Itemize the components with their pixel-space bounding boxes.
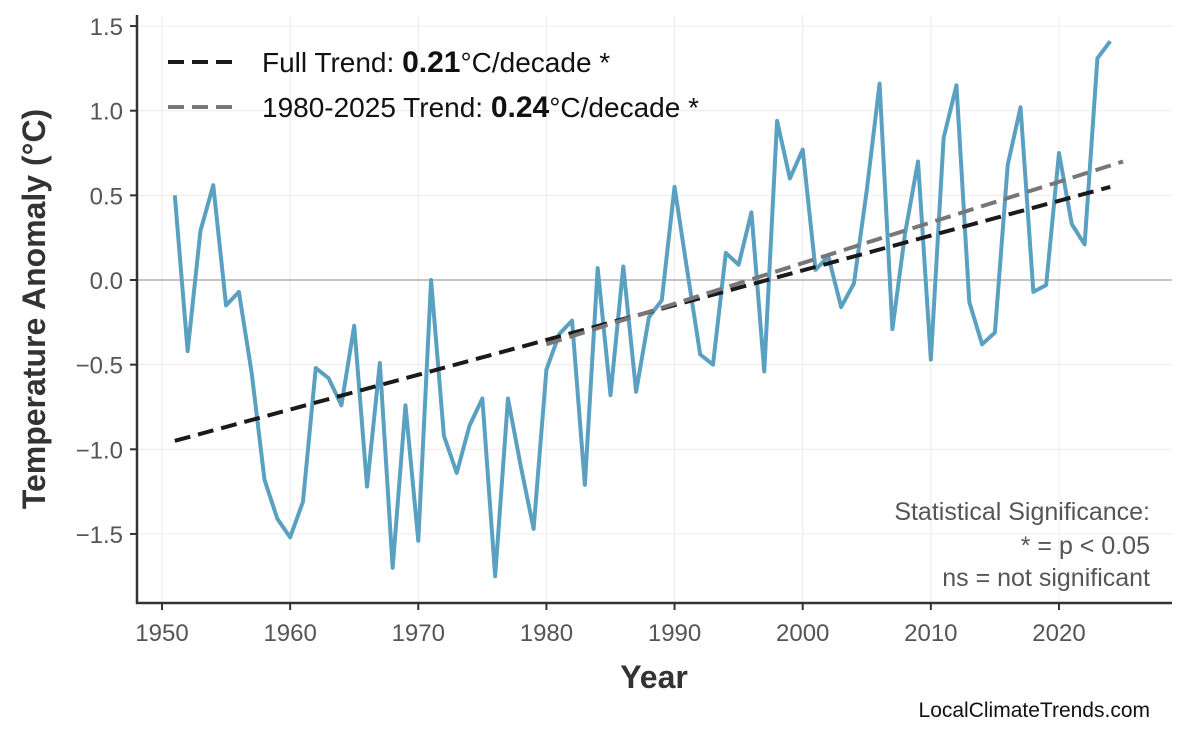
anomaly-line [172, 40, 1112, 579]
legend-label: 1980-2025 Trend: 0.24°C/decade * [262, 91, 699, 124]
y-axis-label: Temperature Anomaly (°C) [16, 109, 52, 509]
legend-label: Full Trend: 0.21°C/decade * [262, 46, 610, 79]
legend-label-suffix: °C/decade * [460, 47, 610, 78]
significance-note: Statistical Significance: * = p < 0.05 n… [894, 498, 1150, 592]
legend-label-prefix: 1980-2025 Trend: [262, 92, 491, 123]
legend-trend-value: 0.24 [491, 91, 550, 124]
x-tick-label: 1970 [392, 620, 445, 647]
recent-trend-line [545, 159, 1124, 347]
y-tick-label: 0.5 [90, 183, 123, 210]
x-tick-label: 1990 [648, 620, 701, 647]
x-tick-label: 2010 [904, 620, 957, 647]
series-group [172, 40, 1124, 579]
x-tick-label: 1960 [263, 620, 316, 647]
legend-label-prefix: Full Trend: [262, 47, 402, 78]
legend: Full Trend: 0.21°C/decade *1980-2025 Tre… [168, 46, 699, 124]
x-tick-label: 2020 [1032, 620, 1085, 647]
y-tick-label: −0.5 [76, 353, 123, 380]
x-tick-label: 1950 [135, 620, 188, 647]
significance-note-line: * = p < 0.05 [1021, 532, 1150, 560]
x-tick-label: 1980 [520, 620, 573, 647]
x-tick-label: 2000 [776, 620, 829, 647]
significance-note-line: ns = not significant [942, 564, 1150, 592]
significance-note-line: Statistical Significance: [894, 498, 1150, 526]
legend-trend-value: 0.21 [402, 46, 460, 79]
axes: 1.5 1.0 0.5 0.0 −0.5 −1.0 −1.5 1950 1960 1970 1980… [76, 14, 1172, 647]
y-tick-label: −1.0 [76, 437, 123, 464]
legend-label-suffix: °C/decade * [549, 92, 699, 123]
y-tick-label: 0.0 [90, 268, 123, 295]
y-tick-label: −1.5 [76, 522, 123, 549]
x-axis-label: Year [620, 659, 688, 695]
credit-text: LocalClimateTrends.com [919, 699, 1150, 722]
y-tick-label: 1.0 [90, 99, 123, 126]
y-tick-label: 1.5 [90, 14, 123, 41]
